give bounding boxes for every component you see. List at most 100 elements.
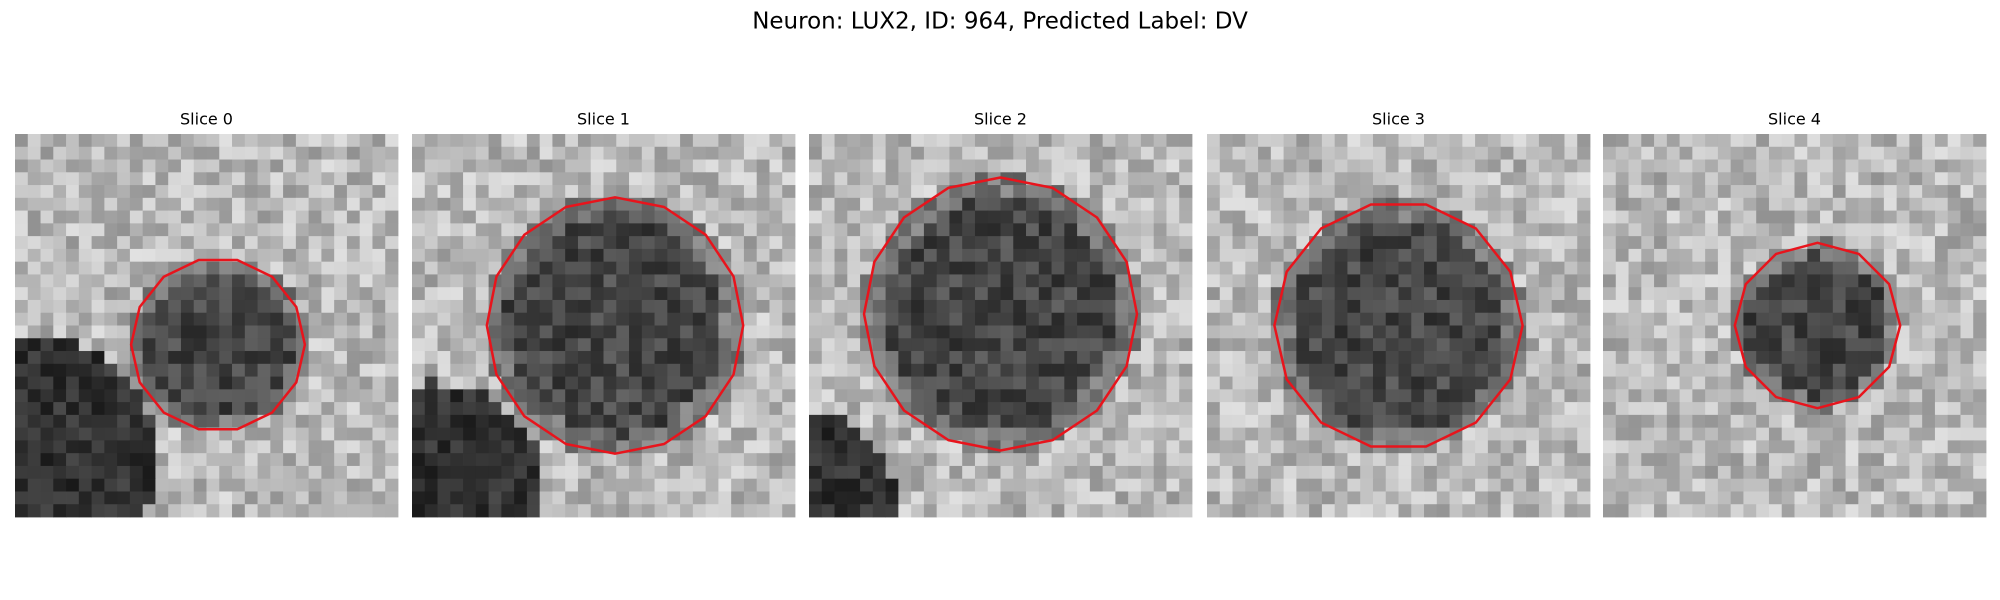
pixel	[475, 172, 489, 186]
pixel	[1487, 427, 1502, 441]
pixel	[629, 261, 643, 275]
pixel	[552, 376, 566, 390]
pixel	[206, 453, 220, 467]
pixel	[872, 325, 886, 339]
pixel	[514, 159, 528, 173]
pixel	[1166, 414, 1180, 429]
pixel	[1026, 223, 1040, 237]
pixel	[1845, 325, 1859, 339]
pixel	[412, 453, 426, 467]
pixel	[1538, 414, 1553, 429]
pixel	[1089, 223, 1104, 237]
pixel	[1909, 363, 1923, 377]
pixel	[1666, 402, 1680, 416]
pixel	[1077, 351, 1091, 365]
pixel	[539, 248, 553, 263]
pixel	[1717, 172, 1732, 186]
pixel	[1960, 146, 1974, 160]
pixel	[424, 172, 438, 186]
pixel	[936, 440, 950, 454]
pixel	[692, 363, 707, 377]
pixel	[91, 414, 105, 429]
pixel	[1347, 172, 1361, 186]
pixel	[1000, 440, 1014, 454]
pixel	[475, 197, 489, 211]
pixel	[321, 427, 335, 441]
pixel	[1219, 172, 1233, 186]
pixel	[219, 287, 233, 301]
pixel	[321, 504, 335, 518]
pixel	[962, 491, 976, 505]
pixel	[1960, 504, 1974, 518]
pixel	[78, 351, 92, 365]
pixel	[1449, 197, 1463, 211]
pixel	[1475, 504, 1489, 518]
pixel	[731, 389, 745, 403]
pixel	[923, 453, 938, 467]
pixel	[834, 146, 848, 160]
pixel	[1577, 491, 1591, 505]
pixel	[1551, 223, 1565, 237]
pixel	[1794, 312, 1808, 326]
pixel	[1756, 351, 1770, 365]
pixel	[1947, 504, 1961, 518]
pixel	[1820, 363, 1834, 377]
pixel	[782, 287, 796, 301]
pixel	[1909, 376, 1923, 390]
pixel	[654, 185, 668, 199]
pixel	[1781, 299, 1795, 314]
pixel	[1064, 287, 1078, 301]
pixel	[1909, 146, 1923, 160]
pixel	[437, 402, 451, 416]
pixel	[860, 351, 874, 365]
pixel	[1064, 440, 1078, 454]
pixel	[847, 504, 861, 518]
pixel	[168, 236, 182, 250]
pixel	[1026, 478, 1040, 492]
pixel	[1832, 453, 1846, 467]
pixel	[1258, 363, 1272, 377]
pixel	[15, 491, 29, 505]
pixel	[1140, 465, 1155, 480]
pixel	[1360, 427, 1374, 441]
pixel	[129, 491, 144, 505]
pixel	[359, 325, 373, 339]
pixel	[1179, 491, 1193, 505]
pixel	[847, 325, 861, 339]
pixel	[1153, 465, 1167, 480]
pixel	[847, 261, 861, 275]
pixel	[1654, 274, 1668, 288]
pixel	[1245, 363, 1259, 377]
pixel	[962, 274, 976, 288]
pixel	[1960, 427, 1974, 441]
pixel	[1564, 414, 1578, 429]
pixel	[1679, 414, 1693, 429]
pixel	[898, 159, 912, 173]
pixel	[1102, 172, 1116, 186]
pixel	[1475, 146, 1489, 160]
pixel	[987, 402, 1001, 416]
pixel	[1245, 210, 1259, 224]
pixel	[1973, 261, 1987, 275]
pixel	[1654, 223, 1668, 237]
pixel	[692, 453, 707, 467]
pixel	[1922, 440, 1936, 454]
pixel	[1807, 172, 1821, 186]
pixel	[1026, 376, 1040, 390]
pixel	[1973, 414, 1987, 429]
pixel	[206, 261, 220, 275]
pixel	[936, 223, 950, 237]
pixel	[206, 172, 220, 186]
pixel	[1398, 261, 1412, 275]
pixel	[860, 478, 874, 492]
pixel	[15, 376, 29, 390]
pixel	[1654, 172, 1668, 186]
pixel	[1730, 453, 1744, 467]
pixel	[1089, 351, 1104, 365]
pixel	[385, 287, 399, 301]
pixel	[1947, 287, 1961, 301]
pixel	[359, 197, 373, 211]
pixel	[1615, 478, 1629, 492]
pixel	[321, 351, 335, 365]
pixel	[962, 197, 976, 211]
